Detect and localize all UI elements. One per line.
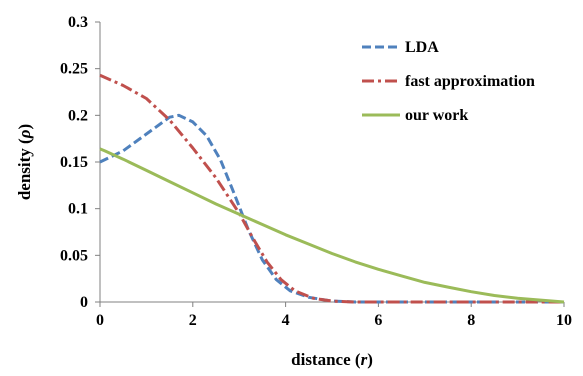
tick-marks [95,21,565,307]
y-tick-label: 0.25 [60,61,88,78]
legend-label: our work [405,107,468,124]
x-axis-title-symbol: r [361,350,368,369]
x-tick-label: 10 [556,312,572,329]
legend-label: fast approximation [405,73,535,90]
series-line-our-work [99,147,565,304]
legend-label: LDA [405,39,439,56]
series-line-fast-approximation [99,73,564,304]
axes [99,22,564,303]
y-tick-label: 0.1 [68,201,88,218]
x-axis-title: distance (r) [291,350,373,369]
x-axis-title-prefix: distance ( [291,350,361,369]
y-tick-label: 0.15 [60,154,88,171]
x-tick-label: 2 [189,312,197,329]
tick-labels: 0 0.05 0.1 0.15 0.2 0.25 0.3 0 2 4 6 8 10 [60,14,572,329]
y-tick-label: 0 [80,294,88,311]
x-tick-label: 0 [96,312,104,329]
y-tick-label: 0.05 [60,247,88,264]
y-axis-title-symbol: ρ [15,129,34,139]
y-axis-title: density (ρ) [15,124,34,200]
series-layer [99,73,565,304]
legend: LDA fast approximation our work [362,39,535,124]
y-axis-title-suffix: ) [15,124,34,130]
y-axis-title-prefix: density ( [15,138,34,200]
series-line-lda [99,113,564,304]
x-axis-title-suffix: ) [367,350,373,369]
x-tick-label: 4 [282,312,290,329]
x-tick-label: 8 [467,312,475,329]
y-tick-label: 0.2 [68,107,88,124]
y-tick-label: 0.3 [68,14,88,31]
x-tick-label: 6 [374,312,382,329]
